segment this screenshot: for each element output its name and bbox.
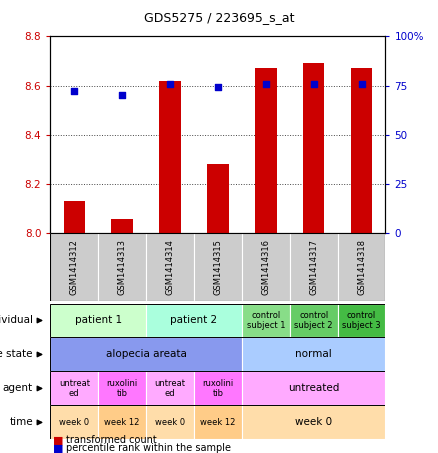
Text: GDS5275 / 223695_s_at: GDS5275 / 223695_s_at: [144, 11, 294, 24]
Bar: [159, 81, 181, 233]
Text: GSM1414313: GSM1414313: [118, 239, 127, 295]
Bar: [194, 371, 242, 405]
Text: untreat
ed: untreat ed: [59, 379, 90, 398]
Bar: [50, 233, 98, 301]
Bar: [194, 233, 242, 301]
Bar: [50, 337, 242, 371]
Text: untreated: untreated: [288, 383, 339, 394]
Text: normal: normal: [295, 349, 332, 360]
Bar: [98, 371, 146, 405]
Text: ■: ■: [53, 435, 63, 445]
Bar: [194, 405, 242, 439]
Bar: [98, 405, 146, 439]
Text: disease state: disease state: [0, 349, 33, 360]
Bar: [242, 304, 290, 337]
Text: GSM1414316: GSM1414316: [261, 239, 270, 295]
Bar: [111, 218, 133, 233]
Bar: [242, 233, 290, 301]
Text: ■: ■: [53, 443, 63, 453]
Text: week 0: week 0: [59, 418, 89, 427]
Text: patient 1: patient 1: [74, 315, 122, 326]
Text: GSM1414312: GSM1414312: [70, 239, 79, 295]
Point: [310, 80, 317, 87]
Bar: [303, 63, 325, 233]
Bar: [255, 68, 276, 233]
Bar: [146, 371, 194, 405]
Text: control
subject 1: control subject 1: [247, 311, 285, 330]
Text: control
subject 2: control subject 2: [294, 311, 333, 330]
Bar: [242, 405, 385, 439]
Text: patient 2: patient 2: [170, 315, 218, 326]
Bar: [242, 371, 385, 405]
Text: GSM1414314: GSM1414314: [166, 239, 174, 295]
Bar: [338, 304, 385, 337]
Point: [262, 80, 269, 87]
Point: [358, 80, 365, 87]
Bar: [146, 233, 194, 301]
Bar: [50, 405, 98, 439]
Bar: [146, 304, 242, 337]
Bar: [50, 371, 98, 405]
Bar: [64, 201, 85, 233]
Text: agent: agent: [3, 383, 33, 394]
Text: time: time: [9, 417, 33, 428]
Text: transformed count: transformed count: [66, 435, 156, 445]
Text: untreat
ed: untreat ed: [155, 379, 186, 398]
Text: individual: individual: [0, 315, 33, 326]
Text: GSM1414315: GSM1414315: [213, 239, 223, 295]
Bar: [146, 405, 194, 439]
Text: control
subject 3: control subject 3: [342, 311, 381, 330]
Point: [214, 84, 221, 91]
Bar: [98, 233, 146, 301]
Bar: [242, 337, 385, 371]
Bar: [290, 233, 338, 301]
Point: [71, 88, 78, 95]
Point: [166, 80, 173, 87]
Bar: [338, 233, 385, 301]
Text: percentile rank within the sample: percentile rank within the sample: [66, 443, 231, 453]
Bar: [207, 164, 229, 233]
Text: week 12: week 12: [105, 418, 140, 427]
Text: GSM1414317: GSM1414317: [309, 239, 318, 295]
Bar: [50, 304, 146, 337]
Text: ruxolini
tib: ruxolini tib: [106, 379, 138, 398]
Bar: [290, 304, 338, 337]
Text: alopecia areata: alopecia areata: [106, 349, 187, 360]
Text: ruxolini
tib: ruxolini tib: [202, 379, 233, 398]
Text: week 0: week 0: [295, 417, 332, 428]
Text: GSM1414318: GSM1414318: [357, 239, 366, 295]
Text: week 0: week 0: [155, 418, 185, 427]
Point: [119, 92, 126, 99]
Text: week 12: week 12: [200, 418, 236, 427]
Bar: [351, 68, 372, 233]
